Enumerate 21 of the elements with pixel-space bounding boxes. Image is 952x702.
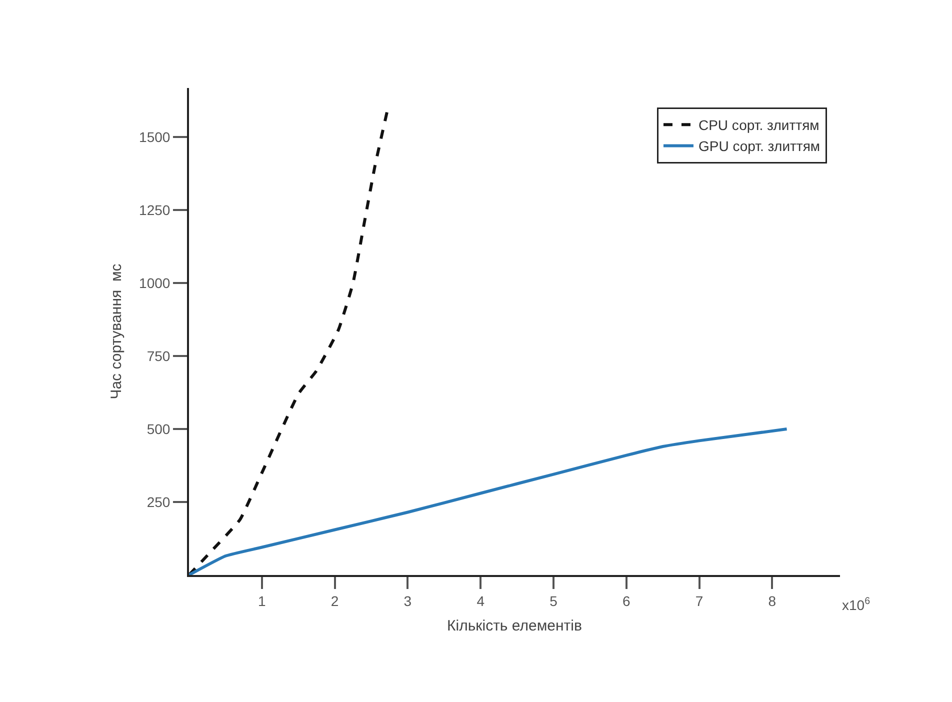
line-series xyxy=(189,428,788,575)
x-axis-title: Кількість елементів xyxy=(447,617,582,634)
y-tick-label: 750 xyxy=(146,348,170,364)
y-axis-title: Час сортування мс xyxy=(108,263,125,400)
x-tick-label: 5 xyxy=(550,592,558,609)
x-tick-label: 2 xyxy=(330,592,339,609)
x-tick-label: 7 xyxy=(695,592,704,609)
x-tick-label: 6 xyxy=(622,592,630,609)
y-tick-label: 1250 xyxy=(139,202,170,218)
legend-label: GPU сорт. злиттям xyxy=(698,138,820,154)
x-tick-label: 1 xyxy=(258,592,266,609)
x-tick-label: 4 xyxy=(476,592,485,609)
y-tick-label: 1000 xyxy=(139,274,170,291)
legend-label: CPU сорт. злиттям xyxy=(698,117,820,134)
y-tick-label: 500 xyxy=(146,420,170,437)
y-tick-label: 1500 xyxy=(139,128,170,145)
y-tick-label: 250 xyxy=(146,494,170,510)
text: x10$^{6}$ xyxy=(842,596,871,613)
x-tick-label: 3 xyxy=(404,592,412,609)
x-tick-label: 8 xyxy=(768,592,776,609)
line-series xyxy=(189,109,389,575)
